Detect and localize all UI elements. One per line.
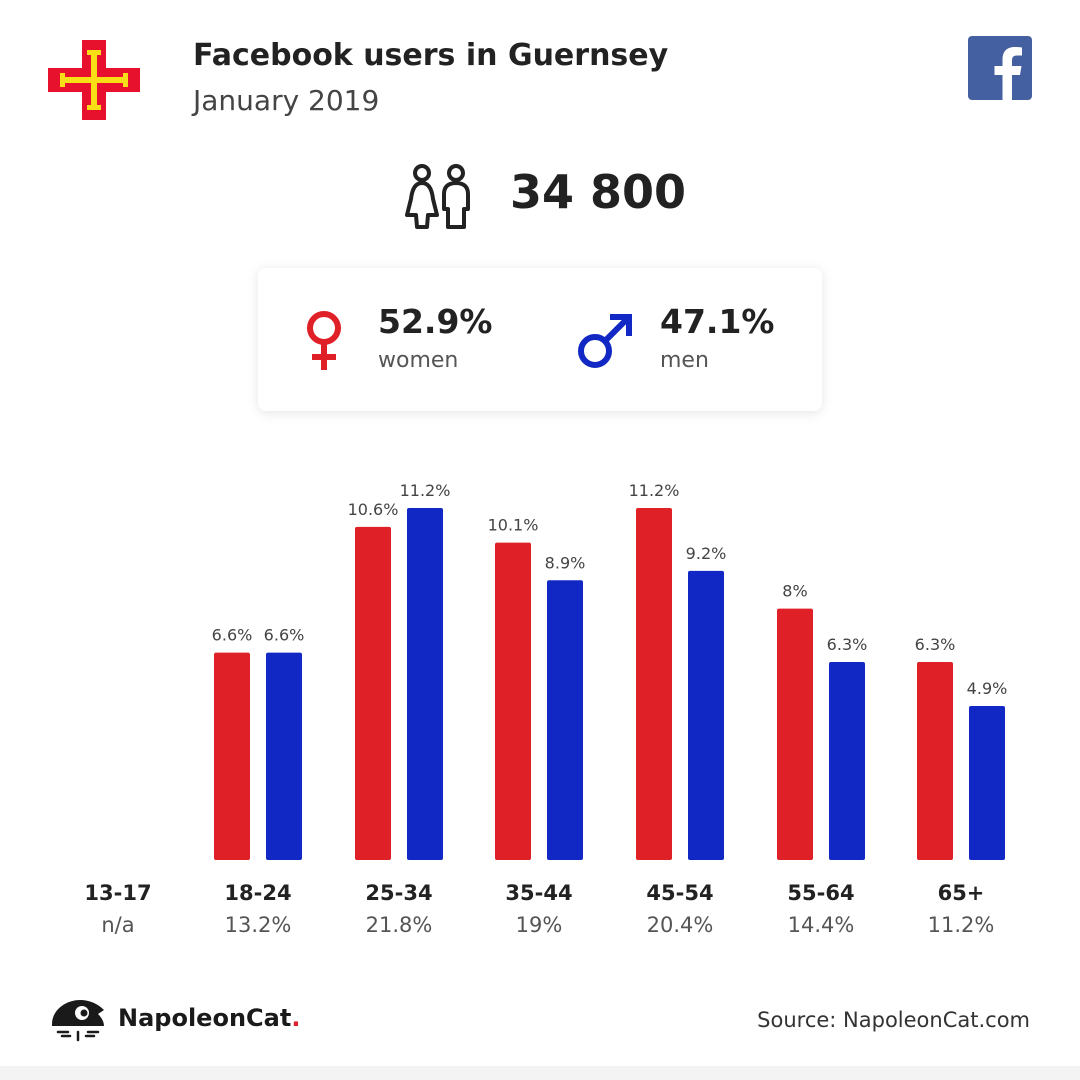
gender-card: 52.9% women 47.1% men — [258, 268, 822, 411]
facebook-icon — [968, 36, 1032, 100]
brand-name-text: NapoleonCat — [118, 1004, 292, 1032]
guernsey-flag-icon — [48, 40, 140, 120]
female-symbol-icon — [307, 311, 341, 370]
bar-45-54-s1 — [636, 508, 672, 860]
bar-value-label: 6.3% — [915, 635, 956, 654]
age-group-total: 19% — [516, 913, 563, 937]
page-title: Facebook users in Guernsey — [193, 38, 669, 73]
age-group-label: 18-24 — [224, 881, 291, 905]
bar-value-label: 10.1% — [488, 516, 539, 535]
bar-18-24-s2 — [266, 652, 302, 860]
bar-value-label: 10.6% — [348, 500, 399, 519]
brand-dot: . — [291, 1004, 301, 1032]
bar-65+-s1 — [917, 662, 953, 860]
napoleoncat-logo-icon — [52, 1000, 104, 1042]
bar-value-label: 8.9% — [545, 553, 586, 572]
bar-55-64-s1 — [777, 608, 813, 860]
bar-25-34-s1 — [355, 526, 391, 860]
bar-35-44-s2 — [547, 580, 583, 860]
age-group-total: n/a — [101, 913, 134, 937]
age-group-label: 13-17 — [84, 881, 151, 905]
bar-value-label: 11.2% — [400, 481, 451, 500]
women-label: women — [378, 348, 459, 373]
page-subtitle: January 2019 — [193, 84, 380, 117]
age-group-total: 14.4% — [788, 913, 855, 937]
age-group-label: 65+ — [938, 881, 985, 905]
age-group-total: 13.2% — [225, 913, 292, 937]
age-gender-bar-chart: 13-17n/a6.6% 6.6%18-2413.2%10.6%11.2%25-3… — [84, 481, 1008, 937]
bar-value-label: 9.2% — [686, 544, 727, 563]
source-text: Source: NapoleonCat.com — [757, 1008, 1030, 1032]
men-percent: 47.1% — [660, 302, 775, 341]
age-group-label: 45-54 — [646, 881, 713, 905]
age-group-label: 55-64 — [787, 881, 854, 905]
bar-25-34-s2 — [407, 508, 443, 860]
users-icon — [405, 164, 470, 229]
bar-45-54-s2 — [688, 570, 724, 860]
bar-55-64-s2 — [829, 662, 865, 860]
men-label: men — [660, 348, 709, 373]
bar-35-44-s1 — [495, 542, 531, 860]
age-group-total: 21.8% — [366, 913, 433, 937]
age-group-total: 20.4% — [647, 913, 714, 937]
bar-value-label: 6.3% — [827, 635, 868, 654]
women-percent: 52.9% — [378, 302, 493, 341]
age-group-label: 35-44 — [505, 881, 572, 905]
bar-value-label: 8% — [782, 582, 807, 601]
male-symbol-icon — [578, 314, 632, 368]
age-group-label: 25-34 — [365, 881, 432, 905]
total-users: 34 800 — [510, 165, 687, 219]
bar-value-label: 11.2% — [629, 481, 680, 500]
bar-value-label: 6.6% — [264, 626, 305, 645]
bar-value-label: 4.9% — [967, 679, 1008, 698]
bar-18-24-s1 — [214, 652, 250, 860]
bar-value-label: 6.6% — [212, 626, 253, 645]
bar-65+-s2 — [969, 706, 1005, 860]
age-group-total: 11.2% — [928, 913, 995, 937]
brand-name: NapoleonCat. — [118, 1004, 300, 1032]
